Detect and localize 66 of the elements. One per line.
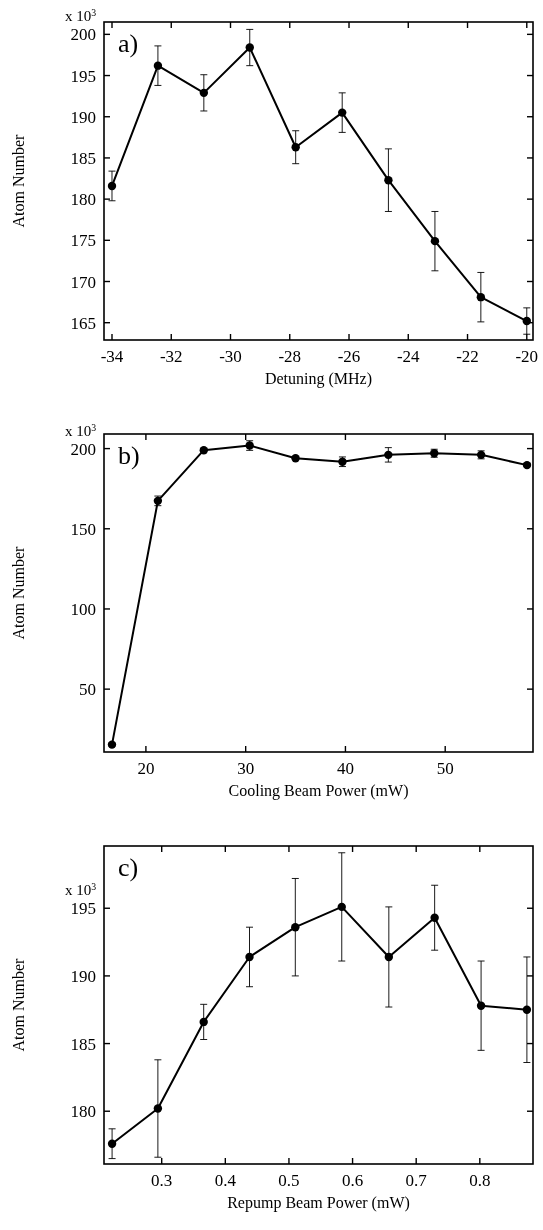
x-tick-label: 40 <box>336 759 354 778</box>
y-tick-label: 185 <box>70 148 96 168</box>
y-axis-title: Atom Number <box>10 957 27 1052</box>
point <box>153 1104 163 1113</box>
text: x 10$^{3}$ <box>64 6 97 25</box>
y-axis-title: Atom Number <box>10 545 27 640</box>
y-axis-title: Atom Number <box>10 133 27 228</box>
point <box>384 175 393 185</box>
x-tick-label: -20 <box>515 347 539 366</box>
x-tick-label: -22 <box>456 347 479 366</box>
point <box>522 1005 532 1014</box>
point <box>430 236 440 246</box>
point <box>107 1139 117 1148</box>
x-tick-label: -34 <box>100 347 124 366</box>
annotation: a) <box>118 29 139 58</box>
x-tick-label: 50 <box>436 759 454 778</box>
point <box>291 923 300 932</box>
annotation: b) <box>118 441 140 470</box>
x-tick-label: -26 <box>337 347 361 366</box>
point <box>384 450 393 460</box>
y-tick-label: 200 <box>70 439 96 459</box>
x-axis-title: Repump Beam Power (mW) <box>227 1194 410 1212</box>
point <box>199 88 209 98</box>
point <box>476 292 486 302</box>
y-tick-label: 190 <box>70 107 96 127</box>
x-tick-label: -28 <box>278 347 302 366</box>
x-tick-label: 0.4 <box>214 1171 237 1190</box>
point <box>291 143 300 152</box>
point <box>153 61 163 70</box>
point <box>107 181 117 191</box>
y-tick-label: 195 <box>70 899 96 919</box>
x-axis-title: Cooling Beam Power (mW) <box>228 782 409 800</box>
y-tick-label: 200 <box>70 25 96 45</box>
y-tick-label: 190 <box>70 966 96 986</box>
x-tick-label: 30 <box>237 759 255 778</box>
y-tick-label: 195 <box>70 66 96 86</box>
y-tick-label: 180 <box>70 190 96 210</box>
y-tick-label: 150 <box>70 519 96 539</box>
y-tick-label: 185 <box>70 1034 96 1054</box>
point <box>245 952 254 962</box>
point <box>430 913 439 922</box>
x-axis-title: Detuning (MHz) <box>264 370 373 388</box>
point <box>245 43 254 52</box>
point <box>476 1001 486 1010</box>
x-tick-label: 0.7 <box>405 1171 428 1190</box>
x-tick-label: 0.5 <box>278 1171 300 1190</box>
y-tick-label: 180 <box>70 1102 96 1122</box>
x-tick-label: 0.6 <box>341 1171 364 1190</box>
point <box>337 902 346 912</box>
x-tick-label: 0.3 <box>151 1171 173 1190</box>
y-tick-label: 170 <box>70 272 96 292</box>
point <box>199 1017 208 1027</box>
y-tick-label: 50 <box>79 680 96 700</box>
y-tick-label: 175 <box>70 231 96 251</box>
text: x 10$^{3}$ <box>64 421 97 439</box>
text: x 10$^{3}$ <box>64 880 97 899</box>
annotation: c) <box>118 853 139 882</box>
x-tick-label: -24 <box>396 347 421 366</box>
x-tick-label: -30 <box>219 347 242 366</box>
x-tick-label: -32 <box>159 347 183 366</box>
x-tick-label: 20 <box>137 759 155 778</box>
y-tick-label: 165 <box>70 313 96 333</box>
point <box>338 108 347 117</box>
y-tick-label: 100 <box>70 599 96 619</box>
x-tick-label: 0.8 <box>469 1171 491 1190</box>
point <box>384 952 394 962</box>
